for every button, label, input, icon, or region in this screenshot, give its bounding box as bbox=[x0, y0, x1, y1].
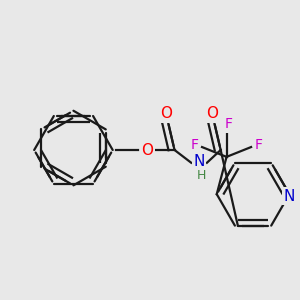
Text: O: O bbox=[160, 106, 172, 121]
Text: N: N bbox=[284, 189, 295, 204]
Text: O: O bbox=[141, 142, 153, 158]
Text: F: F bbox=[255, 138, 263, 152]
Text: N: N bbox=[194, 154, 205, 169]
Text: F: F bbox=[224, 118, 232, 131]
Text: F: F bbox=[190, 138, 198, 152]
Text: O: O bbox=[206, 106, 218, 121]
Text: H: H bbox=[196, 169, 206, 182]
